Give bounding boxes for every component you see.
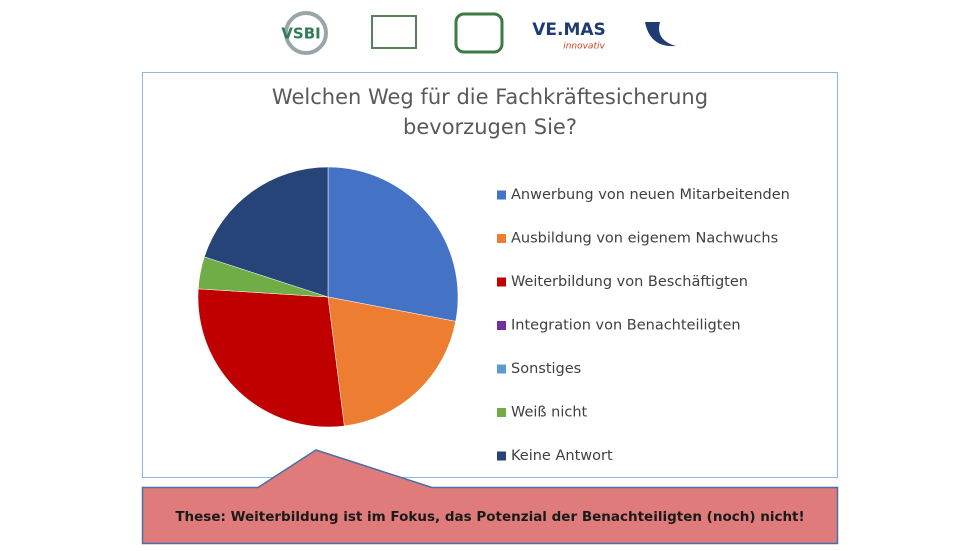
pie-slice [327,166,459,322]
legend-swatch [497,277,506,287]
logo-vemas-sub: innovativ [563,42,605,52]
legend-swatch [497,190,506,200]
logo-ring [284,11,328,55]
logo-vemas: VE.MAS [532,20,606,40]
chart-title: Welchen Weg für die Fachkräftesicherung [272,85,708,109]
pie-slice [204,166,329,298]
legend: Anwerbung von neuen Mitarbeitenden Ausbil… [497,187,790,464]
legend-label: Keine Antwort [511,448,613,464]
callout [141,449,839,545]
logos: VSBI VE.MAS innovativ [281,11,676,55]
legend-label: Sonstiges [511,361,581,377]
legend-label: Integration von Benachteiligten [511,318,741,334]
legend-swatch [497,364,506,374]
legend-swatch [497,321,506,330]
legend-label: Weiterbildung von Beschäftigten [511,274,748,290]
pie-slice [197,288,345,428]
pie-slice [327,296,456,427]
callout-text: These: Weiterbildung ist im Fokus, das P… [175,509,804,525]
legend-swatch [497,234,506,243]
logo-building [371,15,417,49]
logo-crest [454,12,504,54]
logo-vsbi: VSBI [281,25,320,43]
legend-swatch [497,408,506,417]
chart-title: bevorzugen Sie? [403,115,577,139]
pie [197,166,459,428]
logo-swoosh [645,22,676,47]
legend-swatch [497,451,506,461]
legend-label: Ausbildung von eigenem Nachwuchs [511,231,778,247]
legend-label: Weiß nicht [511,405,588,421]
legend-label: Anwerbung von neuen Mitarbeitenden [511,187,790,203]
